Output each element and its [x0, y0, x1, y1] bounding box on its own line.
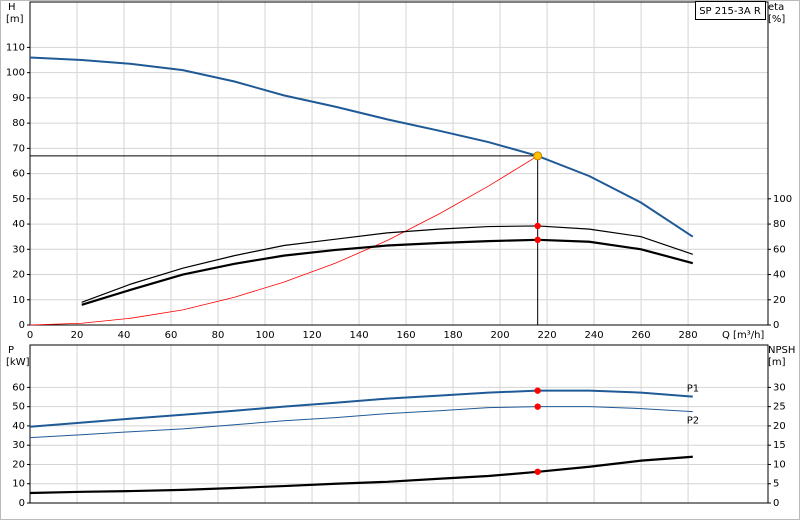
- y2-tick-label: 10: [773, 459, 786, 470]
- y2-axis-label: NPSH: [768, 345, 795, 356]
- y-tick-label: 30: [12, 440, 25, 451]
- y2-axis-unit: [m]: [768, 357, 786, 368]
- series-line: [29, 406, 693, 439]
- x-tick-label: 100: [255, 330, 274, 341]
- y-tick-label: 70: [12, 143, 25, 154]
- y-tick-label: 30: [12, 244, 25, 255]
- x-tick-label: 280: [679, 330, 698, 341]
- y-tick-label: 10: [12, 295, 25, 306]
- y-tick-label: 0: [19, 498, 25, 509]
- y2-axis-unit: [%]: [768, 14, 785, 25]
- y-tick-label: 10: [12, 479, 25, 490]
- operating-marker: [534, 387, 541, 394]
- y-tick-label: 110: [6, 42, 25, 53]
- plot-frame: [29, 1, 769, 326]
- y-tick-label: 90: [12, 93, 25, 104]
- operating-marker: [534, 403, 541, 410]
- y-axis-label: P: [8, 345, 14, 356]
- y-tick-label: 20: [12, 270, 25, 281]
- y-axis-unit: [kW]: [6, 357, 30, 368]
- y2-tick-label: 20: [773, 421, 786, 432]
- x-tick-label: 240: [585, 330, 604, 341]
- operating-marker: [534, 468, 541, 475]
- y-tick-label: 50: [12, 402, 25, 413]
- y-tick-label: 40: [12, 421, 25, 432]
- y-axis-unit: [m]: [6, 14, 24, 25]
- series-label: P1: [687, 384, 699, 395]
- y-tick-label: 0: [19, 320, 25, 331]
- y2-tick-label: 20: [773, 295, 786, 306]
- y2-tick-label: 60: [773, 244, 786, 255]
- plot-frame: [29, 344, 769, 504]
- y-tick-label: 60: [12, 382, 25, 393]
- y2-tick-label: 40: [773, 270, 786, 281]
- x-tick-label: 0: [27, 330, 33, 341]
- x-tick-label: 220: [538, 330, 557, 341]
- operating-marker: [534, 236, 541, 244]
- x-tick-label: 260: [632, 330, 651, 341]
- y-tick-label: 40: [12, 219, 25, 230]
- y2-tick-label: 0: [773, 498, 779, 509]
- y2-tick-label: 80: [773, 219, 786, 230]
- title-box: [695, 1, 766, 20]
- operating-marker: [534, 222, 541, 230]
- x-tick-label: 120: [302, 330, 321, 341]
- series-line: [81, 225, 693, 303]
- x-tick-label: 20: [71, 330, 84, 341]
- series-line: [29, 455, 693, 495]
- series-label: P2: [687, 416, 699, 427]
- y2-tick-label: 15: [773, 440, 786, 451]
- series-line: [81, 238, 694, 306]
- x-tick-label: 160: [397, 330, 416, 341]
- x-tick-label: 80: [212, 330, 225, 341]
- x-tick-label: 140: [349, 330, 368, 341]
- y2-tick-label: 25: [773, 402, 786, 413]
- y-tick-label: 60: [12, 169, 25, 180]
- y2-tick-label: 100: [773, 194, 792, 205]
- y-tick-label: 100: [6, 68, 25, 79]
- y2-tick-label: 30: [773, 382, 786, 393]
- y2-tick-label: 5: [773, 479, 779, 490]
- x-tick-label: 180: [444, 330, 463, 341]
- y2-tick-label: 0: [773, 320, 779, 331]
- y-axis-label: H: [8, 2, 16, 13]
- chart-title: SP 215-3A R: [699, 6, 761, 17]
- x-tick-label: 200: [491, 330, 510, 341]
- series-line: [29, 389, 693, 428]
- y-tick-label: 20: [12, 459, 25, 470]
- y-tick-label: 50: [12, 194, 25, 205]
- x-tick-label: 60: [165, 330, 178, 341]
- y-tick-label: 80: [12, 118, 25, 129]
- duty-point: [533, 151, 543, 161]
- x-axis-label: Q [m³/h]: [722, 330, 764, 341]
- series-line: [29, 155, 538, 326]
- y2-axis-label: eta: [768, 2, 784, 13]
- series-line: [29, 56, 694, 238]
- x-tick-label: 40: [118, 330, 131, 341]
